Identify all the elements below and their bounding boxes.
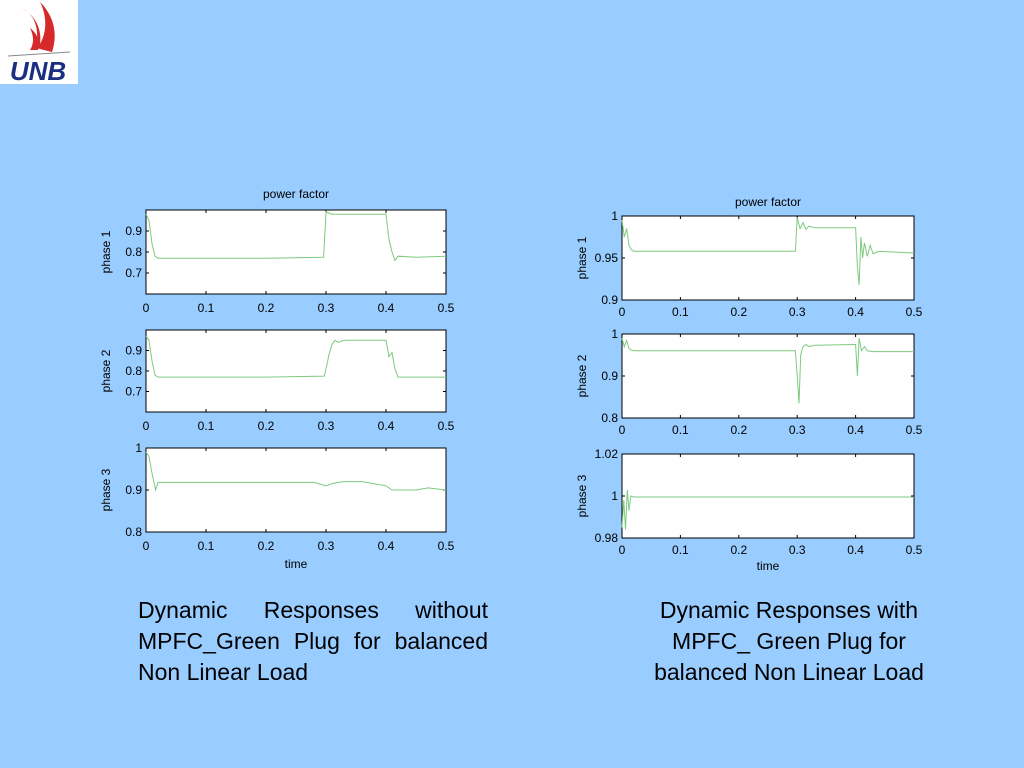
x-tick-label: 0.4 [847,305,864,319]
y-tick-label: 0.8 [125,364,142,378]
y-axis-label: phase 1 [99,230,113,273]
x-tick-label: 0 [143,419,150,433]
y-tick-label: 1.02 [595,447,619,461]
subplot-phase-3: 0 0.1 0.2 0.3 0.4 0.5 0.98 1 1.02 phase 3 [575,447,923,557]
x-tick-label: 0.2 [730,543,747,557]
series-line [621,338,914,404]
x-tick-label: 0.1 [198,419,215,433]
chart-without-mpfc: power factor 0 0.1 0.2 0.3 0.4 0.5 0.7 0.8 0.9 pha… [96,182,466,574]
y-tick-label: 0.9 [125,224,142,238]
plot-area [145,209,447,295]
svg-text:UNB: UNB [10,56,66,84]
y-tick-label: 0.9 [125,483,142,497]
x-tick-label: 0.5 [438,301,455,315]
x-tick-label: 0.4 [378,301,395,315]
x-tick-label: 0.3 [789,543,806,557]
x-tick-label: 0 [143,539,150,553]
y-tick-label: 0.8 [125,245,142,259]
x-tick-label: 0.5 [906,423,923,437]
chart-without-mpfc-svg: power factor 0 0.1 0.2 0.3 0.4 0.5 0.7 0.8 0.9 pha… [99,187,455,571]
x-tick-label: 0.1 [672,423,689,437]
chart-title: power factor [735,195,801,209]
x-tick-label: 0.5 [438,539,455,553]
y-tick-label: 0.95 [595,251,619,265]
x-tick-label: 0.3 [789,305,806,319]
unb-sail-logo-icon: UNB [7,2,71,84]
x-tick-label: 0.4 [378,539,395,553]
y-tick-label: 0.8 [601,411,618,425]
x-tick-label: 0.5 [906,305,923,319]
series-line [145,211,447,262]
plot-area [145,329,447,413]
y-axis-label: phase 3 [99,468,113,511]
x-tick-label: 0.2 [258,539,275,553]
x-tick-label: 0.3 [318,539,335,553]
x-tick-label: 0.2 [258,419,275,433]
plot-area [621,215,915,301]
subplot-phase-1: 0 0.1 0.2 0.3 0.4 0.5 0.9 0.95 1 phase 1 [575,209,923,319]
plot-area [621,453,915,539]
y-tick-label: 0.9 [601,369,618,383]
y-tick-label: 1 [611,327,618,341]
x-tick-label: 0.5 [438,419,455,433]
chart-with-mpfc-svg: power factor 0 0.1 0.2 0.3 0.4 0.5 0.9 0.95 1 phas… [575,195,923,573]
x-tick-label: 0.4 [378,419,395,433]
y-tick-label: 0.9 [601,293,618,307]
chart-title: power factor [263,187,329,201]
y-axis-label: phase 2 [575,354,589,397]
y-axis-label: phase 1 [575,236,589,279]
unb-logo: UNB [0,0,78,84]
subplot-phase-1: 0 0.1 0.2 0.3 0.4 0.5 0.7 0.8 0.9 phase 1 [99,209,455,315]
subplot-phase-2: 0 0.1 0.2 0.3 0.4 0.5 0.7 0.8 0.9 phase 2 [99,329,455,433]
x-tick-label: 0.5 [906,543,923,557]
x-tick-label: 0 [619,543,626,557]
x-tick-label: 0 [619,423,626,437]
x-axis-label: time [757,559,780,573]
y-tick-label: 0.7 [125,266,142,280]
series-line [145,451,447,492]
x-tick-label: 0 [619,305,626,319]
x-tick-label: 0.1 [198,301,215,315]
x-tick-label: 0.2 [258,301,275,315]
x-tick-label: 0.4 [847,423,864,437]
x-tick-label: 0.1 [198,539,215,553]
x-tick-label: 0.3 [318,419,335,433]
x-tick-label: 0.4 [847,543,864,557]
x-axis-label: time [285,557,308,571]
series-line [621,217,915,285]
caption-without-mpfc: Dynamic Responses without MPFC_Green Plu… [138,597,488,685]
x-tick-label: 0 [143,301,150,315]
series-line [145,335,446,378]
y-tick-label: 1 [135,441,142,455]
subplot-phase-2: 0 0.1 0.2 0.3 0.4 0.5 0.8 0.9 1 phase 2 [575,327,923,437]
x-tick-label: 0.2 [730,423,747,437]
caption-with-mpfc: Dynamic Responses with MPFC_ Green Plug … [654,597,924,685]
y-tick-label: 1 [611,209,618,223]
y-tick-label: 0.7 [125,385,142,399]
x-tick-label: 0.3 [318,301,335,315]
x-tick-label: 0.3 [789,423,806,437]
y-axis-label: phase 2 [99,349,113,392]
x-tick-label: 0.1 [672,543,689,557]
y-axis-label: phase 3 [575,474,589,517]
y-tick-label: 1 [611,489,618,503]
x-tick-label: 0.2 [730,305,747,319]
series-line [621,489,914,530]
y-tick-label: 0.98 [595,531,619,545]
plot-area [621,333,915,419]
y-tick-label: 0.9 [125,344,142,358]
x-tick-label: 0.1 [672,305,689,319]
subplot-phase-3: 0 0.1 0.2 0.3 0.4 0.5 0.8 0.9 1 phase 3 [99,441,455,553]
chart-with-mpfc: power factor 0 0.1 0.2 0.3 0.4 0.5 0.9 0.95 1 phas… [566,192,926,576]
y-tick-label: 0.8 [125,525,142,539]
